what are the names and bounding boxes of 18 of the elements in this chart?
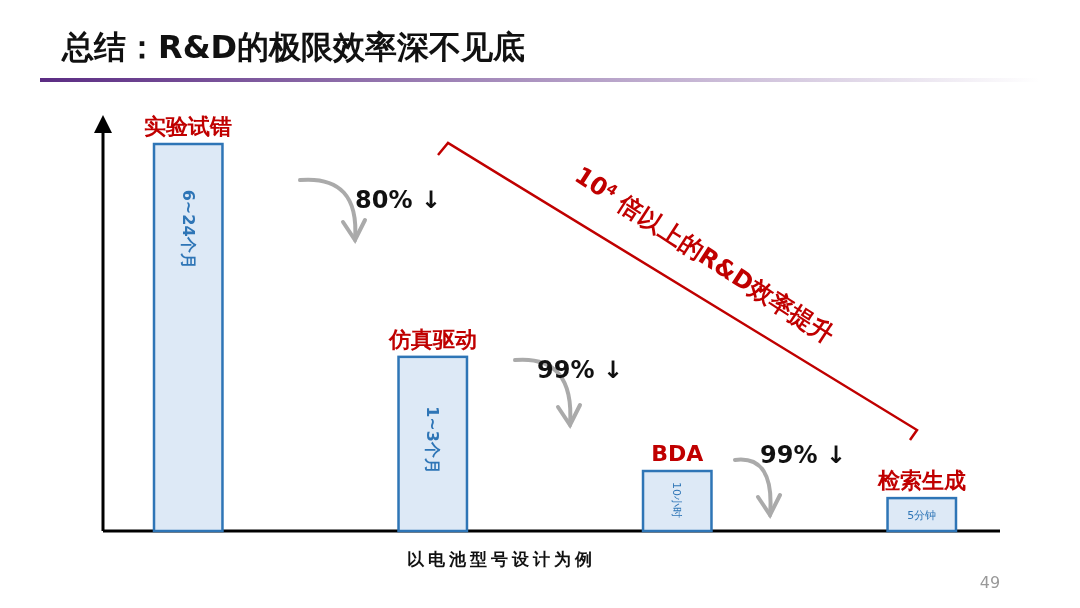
annotation: 10小时: [670, 482, 684, 519]
bar: [641, 469, 713, 533]
x-tick-label: 实验试错: [144, 114, 233, 139]
annotation: 6~24个月: [178, 189, 198, 269]
bar: [152, 142, 224, 533]
bar: [886, 496, 958, 533]
x-tick-label: BDA: [651, 441, 704, 467]
annotation: 99% ↓: [760, 441, 846, 469]
bar: [397, 355, 469, 533]
annotation: 80% ↓: [355, 186, 441, 214]
x-tick-label: 检索生成: [876, 468, 966, 494]
text: 49: [979, 573, 1001, 592]
annotation: 5分钟: [907, 509, 937, 523]
x-tick-label: 仿真驱动: [387, 326, 477, 352]
x-axis-title: 以电池型号设计为例: [407, 549, 596, 569]
annotation: 99% ↓: [537, 356, 623, 384]
annotation: 1~3个月: [423, 406, 443, 474]
chart-title: 总结：R&D的极限效率深不见底: [61, 28, 526, 66]
